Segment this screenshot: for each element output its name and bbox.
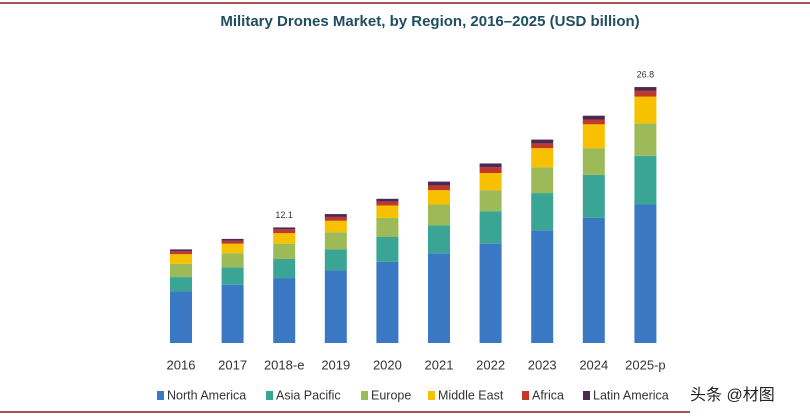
legend-swatch bbox=[266, 391, 273, 400]
bar-segment bbox=[221, 240, 244, 244]
bar-segment bbox=[273, 258, 296, 279]
total-label: 12.1 bbox=[275, 210, 293, 220]
bar-segment bbox=[170, 251, 192, 255]
x-tick-label: 2018-e bbox=[264, 357, 304, 372]
x-tick-label: 2025-p bbox=[625, 357, 665, 372]
legend-label: Middle East bbox=[438, 388, 504, 402]
bar-segment bbox=[479, 243, 502, 343]
x-tick-label: 2016 bbox=[167, 357, 196, 372]
bar-segment bbox=[428, 190, 450, 205]
bar-segment bbox=[273, 227, 296, 230]
bar-segment bbox=[376, 201, 399, 206]
bar-segment bbox=[273, 229, 296, 234]
legend-swatch bbox=[157, 391, 164, 400]
bar-segment bbox=[170, 277, 192, 292]
bar-segment bbox=[376, 217, 399, 237]
bar-segment bbox=[273, 233, 296, 244]
bar-segment bbox=[634, 87, 657, 91]
bar-segment bbox=[324, 270, 347, 343]
legend-label: Asia Pacific bbox=[276, 388, 341, 402]
bar-segment bbox=[221, 284, 244, 343]
bar-segment bbox=[376, 236, 399, 262]
bar-segment bbox=[324, 249, 347, 271]
bar-segment bbox=[428, 253, 450, 343]
bar-segment bbox=[221, 253, 244, 268]
x-tick-label: 2023 bbox=[528, 357, 557, 372]
bar-segment bbox=[531, 139, 554, 144]
x-tick-label: 2017 bbox=[218, 357, 247, 372]
x-tick-label: 2021 bbox=[425, 357, 454, 372]
bar-segment bbox=[531, 143, 554, 149]
total-label: 26.8 bbox=[637, 69, 655, 79]
bar-segment bbox=[634, 90, 657, 97]
bar-segment bbox=[221, 238, 244, 241]
bar-segment bbox=[582, 148, 605, 175]
legend-label: Europe bbox=[371, 388, 411, 402]
bar-segment bbox=[582, 174, 605, 218]
bar-segment bbox=[634, 155, 657, 205]
bar-segment bbox=[634, 123, 657, 156]
bar-segment bbox=[170, 254, 192, 264]
bar-segment bbox=[273, 278, 296, 343]
bar-segment bbox=[531, 193, 554, 231]
legend-label: Africa bbox=[532, 388, 564, 402]
x-tick-label: 2020 bbox=[373, 357, 402, 372]
bar-segment bbox=[428, 225, 450, 254]
bar-segment bbox=[582, 115, 605, 120]
bar-segment bbox=[324, 216, 347, 221]
bar-segment bbox=[479, 163, 502, 168]
bar-segment bbox=[479, 190, 502, 212]
bar-segment bbox=[428, 204, 450, 226]
bar-segment bbox=[479, 211, 502, 244]
legend-swatch bbox=[583, 391, 590, 400]
bar-segment bbox=[324, 220, 347, 233]
bar-segment bbox=[376, 205, 399, 218]
bar-segment bbox=[324, 232, 347, 250]
bar-segment bbox=[531, 230, 554, 343]
bar-segment bbox=[428, 181, 450, 186]
bar-segment bbox=[479, 173, 502, 191]
bar-segment bbox=[634, 96, 657, 124]
bar-segment bbox=[273, 243, 296, 259]
bar-segment bbox=[170, 291, 192, 343]
legend-label: Latin America bbox=[593, 388, 669, 402]
bar-segment bbox=[170, 263, 192, 278]
legend-swatch bbox=[428, 391, 435, 400]
bar-segment bbox=[324, 214, 347, 217]
bar-segment bbox=[531, 148, 554, 168]
bar-segment bbox=[634, 204, 657, 343]
legend-label: North America bbox=[167, 388, 246, 402]
bar-segment bbox=[376, 261, 399, 343]
chart-title: Military Drones Market, by Region, 2016–… bbox=[220, 13, 639, 30]
bar-segment bbox=[582, 119, 605, 125]
x-tick-label: 2024 bbox=[579, 357, 608, 372]
x-tick-label: 2022 bbox=[476, 357, 505, 372]
watermark: 头条 @材图 bbox=[690, 386, 775, 404]
bar-segment bbox=[221, 267, 244, 285]
bar-segment bbox=[479, 167, 502, 174]
bar-segment bbox=[582, 124, 605, 149]
bar-segment bbox=[170, 249, 192, 252]
legend-swatch bbox=[361, 391, 368, 400]
bar-segment bbox=[582, 217, 605, 343]
bar-segment bbox=[376, 198, 399, 202]
x-tick-label: 2019 bbox=[321, 357, 350, 372]
bar-segment bbox=[221, 243, 244, 254]
bar-segment bbox=[531, 167, 554, 194]
bar-segment bbox=[428, 185, 450, 191]
legend-swatch bbox=[522, 391, 529, 400]
